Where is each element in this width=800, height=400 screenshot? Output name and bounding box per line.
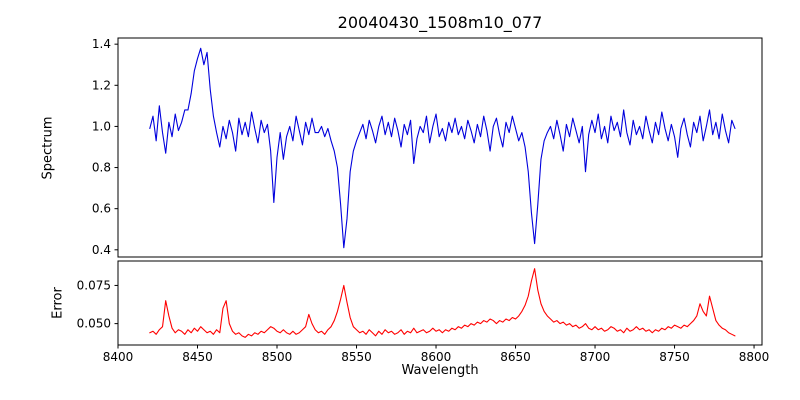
error-y-tick-label: 0.075 — [77, 278, 111, 292]
x-tick-label: 8400 — [103, 350, 134, 364]
x-tick-label: 8550 — [341, 350, 372, 364]
spectrum-y-tick-label: 1.0 — [92, 119, 111, 133]
x-axis-label: Wavelength — [401, 363, 479, 378]
spectrum-y-tick-label: 1.2 — [92, 78, 111, 92]
chart-title: 20040430_1508m10_077 — [337, 13, 543, 32]
spectrum-y-tick-label: 0.4 — [92, 243, 111, 257]
spectrum-y-tick-label: 0.8 — [92, 161, 111, 175]
error-line — [149, 268, 736, 338]
x-tick-label: 8800 — [739, 350, 770, 364]
error-y-axis-label: Error — [50, 287, 66, 319]
spectrum-y-tick-label: 1.4 — [92, 37, 111, 51]
x-tick-label: 8450 — [182, 350, 213, 364]
error-y-tick-label: 0.050 — [77, 317, 111, 331]
x-tick-label: 8750 — [659, 350, 690, 364]
spectrum-y-axis-label: Spectrum — [40, 116, 56, 180]
x-tick-label: 8650 — [500, 350, 531, 364]
x-tick-label: 8600 — [421, 350, 452, 364]
spectrum-line — [149, 47, 736, 249]
spectrum-y-tick-label: 0.6 — [92, 202, 111, 216]
x-tick-label: 8500 — [262, 350, 293, 364]
x-tick-label: 8700 — [580, 350, 611, 364]
